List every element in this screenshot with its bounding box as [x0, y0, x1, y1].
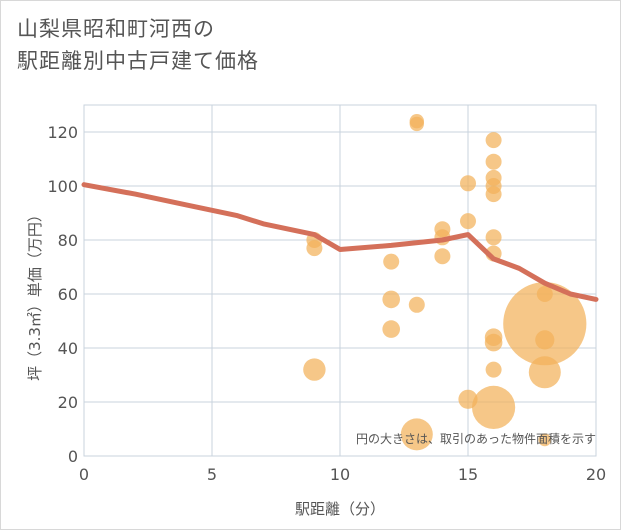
data-bubble [460, 175, 476, 192]
tick-labels: 0 5 10 15 20 0 20 40 60 80 100 120 [47, 123, 606, 484]
data-bubble [434, 248, 451, 265]
y-tick-label: 120 [47, 123, 78, 142]
chart-title-line2: 駅距離別中古戸建て価格 [17, 49, 259, 73]
size-annotation: 円の大きさは、取引のあった物件面積を示す [356, 431, 596, 446]
x-tick-label: 10 [330, 465, 350, 484]
y-tick-label: 40 [58, 339, 78, 358]
x-tick-label: 15 [458, 465, 478, 484]
x-tick-label: 20 [586, 465, 606, 484]
data-bubble [382, 320, 401, 338]
x-tick-label: 0 [79, 465, 89, 484]
y-tick-label: 80 [58, 231, 78, 250]
data-bubble [382, 290, 401, 309]
trend-line [81, 182, 599, 302]
data-bubble [303, 358, 326, 381]
data-bubble [485, 153, 502, 170]
data-bubble [485, 361, 502, 378]
data-bubble [472, 385, 516, 429]
y-axis-label: 坪（3.3㎡）単価（万円） [26, 207, 44, 381]
data-bubble [528, 356, 561, 389]
data-bubble [485, 186, 502, 203]
data-bubble [383, 253, 400, 270]
data-bubble [485, 132, 502, 149]
y-tick-label: 20 [58, 393, 78, 412]
x-axis-label: 駅距離（分） [295, 500, 385, 518]
data-bubble [306, 240, 323, 257]
data-bubble [460, 213, 476, 230]
y-tick-label: 0 [68, 447, 78, 466]
data-bubble [484, 333, 503, 352]
grid-lines [83, 104, 597, 457]
data-bubble [408, 296, 425, 313]
data-bubble [409, 116, 424, 132]
bubble-layer [303, 114, 587, 451]
trend-line-layer [81, 182, 599, 302]
chart-title: 山梨県昭和町河西の 駅距離別中古戸建て価格 [17, 13, 259, 77]
data-bubble [400, 418, 433, 451]
x-tick-label: 5 [207, 465, 217, 484]
y-tick-label: 100 [47, 177, 78, 196]
data-bubble [503, 282, 587, 366]
data-bubble [535, 330, 555, 350]
chart-title-line1: 山梨県昭和町河西の [17, 17, 215, 41]
data-bubble [538, 433, 552, 447]
data-bubble [485, 229, 502, 246]
y-tick-label: 60 [58, 285, 78, 304]
